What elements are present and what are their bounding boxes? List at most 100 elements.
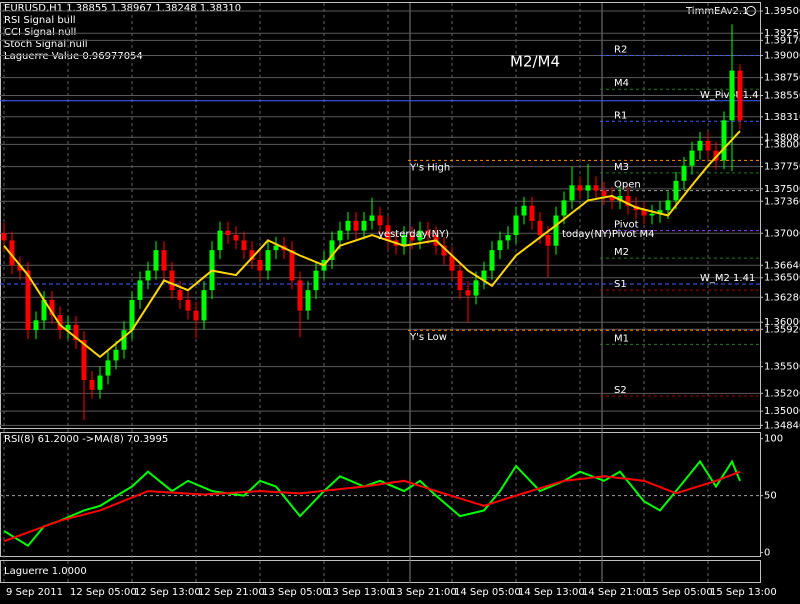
candle-body [369, 215, 375, 221]
candle-body [401, 235, 407, 246]
candle-body [505, 235, 511, 241]
candle-body [449, 255, 455, 271]
candle-body [57, 315, 63, 331]
candle-body [649, 213, 655, 216]
candle-body [577, 185, 583, 191]
candle-body [601, 190, 607, 196]
candle-body [65, 324, 71, 331]
signal-line: Stoch Signal null [4, 39, 88, 50]
level-label: S2 [614, 385, 627, 396]
y-tick-label: 0 [764, 548, 770, 559]
x-tick-label: 15 Sep 13:00 [710, 587, 777, 598]
candle-body [25, 270, 31, 331]
x-tick-label: 13 Sep 13:00 [326, 587, 393, 598]
candle-body [49, 299, 55, 316]
candle-body [105, 360, 111, 376]
candle-body [289, 250, 295, 281]
candle-body [689, 150, 695, 166]
y-tick-label: 1.39170 [764, 35, 800, 46]
level-label: M1 [614, 333, 629, 344]
candle-body [169, 270, 175, 291]
candle-body [337, 230, 343, 241]
candle-body [145, 270, 151, 281]
candle-body [297, 280, 303, 311]
candle-body [617, 195, 623, 201]
y-tick-label: 1.39250 [764, 28, 800, 39]
symbol-line: EURUSD,H1 1.38855 1.38967 1.38248 1.3831… [4, 3, 241, 14]
candle-body [153, 250, 159, 271]
level-label: S1 [614, 279, 627, 290]
candle-body [41, 299, 47, 321]
indicator-line [3, 470, 741, 543]
candle-body [489, 250, 495, 271]
x-tick-label: 12 Sep 05:00 [70, 587, 137, 598]
y-tick-label: 1.37360 [764, 196, 800, 207]
y-tick-label: 1.38080 [764, 132, 800, 143]
y-tick-label: 1.39500 [764, 6, 800, 17]
level-label: Open [614, 180, 641, 191]
level-label: Y's High [409, 162, 450, 173]
candle-body [345, 220, 351, 231]
candle-body [265, 250, 271, 271]
candle-body [9, 240, 15, 266]
candle-body [721, 120, 727, 161]
x-tick-label: 12 Sep 21:00 [198, 587, 265, 598]
moving-average [3, 130, 741, 359]
y-tick-label: 1.35920 [764, 324, 800, 335]
y-tick-label: 1.38750 [764, 73, 800, 84]
candle-body [89, 379, 95, 390]
candle-body [561, 200, 567, 216]
rsi-panel-border [0, 432, 761, 557]
y-tick-label: 1.36000 [764, 317, 800, 328]
x-tick-label: 14 Sep 05:00 [454, 587, 521, 598]
annotation: yesterday(NY) [378, 229, 449, 240]
level-label: W_Pivot 1.4 [700, 90, 759, 101]
candle-body [233, 235, 239, 241]
candle-body [313, 270, 319, 291]
y-tick-label: 50 [764, 491, 777, 502]
y-tick-label: 1.39000 [764, 50, 800, 61]
candle-body [225, 230, 231, 236]
candle-body [385, 225, 391, 241]
laguerre-title: Laguerre 1.0000 [4, 566, 87, 577]
candle-body [353, 220, 359, 231]
candle-body [529, 205, 535, 221]
candle-body [457, 270, 463, 291]
candle-body [609, 195, 615, 201]
candle-body [129, 299, 135, 331]
x-tick-label: 9 Sep 2011 [6, 587, 63, 598]
level-label: M2 [614, 247, 629, 258]
x-tick-label: 15 Sep 05:00 [646, 587, 713, 598]
y-tick-label: 100 [764, 434, 783, 445]
candle-body [257, 259, 263, 271]
signal-line: Laguerre Value 0.96977054 [4, 51, 143, 62]
y-tick-label: 1.35500 [764, 362, 800, 373]
candle-body [17, 265, 23, 271]
annotation: today(NY)Pivot M4 [562, 229, 655, 240]
x-tick-label: 14 Sep 21:00 [582, 587, 649, 598]
candle-body [241, 240, 247, 251]
candle-body [473, 280, 479, 296]
y-tick-label: 1.37500 [764, 184, 800, 195]
candle-body [481, 270, 487, 281]
candle-body [305, 290, 311, 311]
candle-body [521, 205, 527, 216]
candle-body [193, 310, 199, 321]
y-tick-label: 1.38550 [764, 90, 800, 101]
y-tick-label: 1.35000 [764, 406, 800, 417]
candle-body [33, 320, 39, 331]
laguerre-panel-border [0, 560, 761, 583]
level-label: M3 [614, 162, 629, 173]
candle-body [201, 290, 207, 321]
candle-body [729, 70, 735, 121]
candle-body [513, 215, 519, 236]
candle-body [161, 250, 167, 271]
candle-body [113, 349, 119, 361]
candle-body [545, 235, 551, 246]
candle-body [465, 290, 471, 296]
candle-body [737, 70, 743, 121]
candle-body [705, 140, 711, 151]
y-tick-label: 1.35200 [764, 388, 800, 399]
